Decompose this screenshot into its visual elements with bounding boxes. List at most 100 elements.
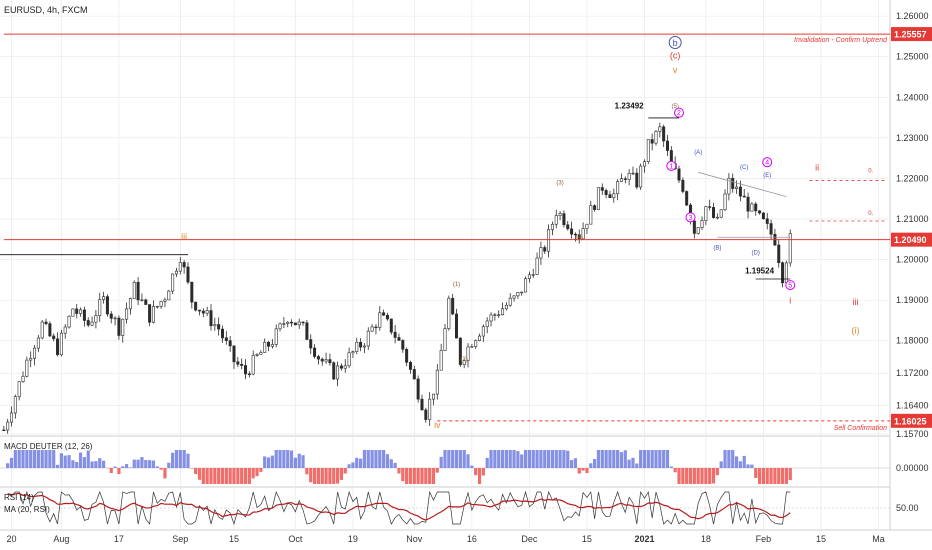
candle-body[interactable] bbox=[132, 282, 136, 299]
candle-body[interactable] bbox=[600, 187, 604, 191]
candle-body[interactable] bbox=[67, 315, 71, 328]
candle-body[interactable] bbox=[596, 187, 600, 210]
candle-body[interactable] bbox=[332, 362, 336, 380]
price-pane[interactable] bbox=[2, 122, 792, 434]
candle-body[interactable] bbox=[696, 227, 700, 234]
candle-body[interactable] bbox=[677, 168, 681, 181]
candle-body[interactable] bbox=[382, 312, 386, 316]
candle-body[interactable] bbox=[554, 215, 558, 225]
candle-body[interactable] bbox=[765, 218, 769, 224]
candle-body[interactable] bbox=[462, 360, 466, 365]
candle-body[interactable] bbox=[715, 216, 719, 219]
candle-body[interactable] bbox=[750, 203, 754, 212]
candle-body[interactable] bbox=[40, 321, 44, 339]
candle-body[interactable] bbox=[408, 362, 412, 370]
candle-body[interactable] bbox=[36, 337, 40, 349]
candle-body[interactable] bbox=[385, 314, 389, 320]
candle-body[interactable] bbox=[455, 313, 459, 339]
candle-body[interactable] bbox=[25, 359, 29, 377]
candle-body[interactable] bbox=[167, 290, 171, 301]
candle-body[interactable] bbox=[316, 356, 320, 360]
candle-body[interactable] bbox=[309, 339, 313, 349]
candle-body[interactable] bbox=[412, 369, 416, 380]
candle-body[interactable] bbox=[416, 378, 420, 400]
candle-body[interactable] bbox=[201, 310, 205, 314]
candle-body[interactable] bbox=[236, 361, 240, 365]
candle-body[interactable] bbox=[493, 314, 497, 316]
candle-body[interactable] bbox=[435, 369, 439, 395]
candle-body[interactable] bbox=[267, 341, 271, 347]
candle-body[interactable] bbox=[501, 308, 505, 316]
candle-body[interactable] bbox=[190, 281, 194, 303]
candle-body[interactable] bbox=[140, 299, 144, 301]
candle-body[interactable] bbox=[577, 234, 581, 240]
candle-body[interactable] bbox=[155, 305, 159, 308]
candle-body[interactable] bbox=[539, 247, 543, 259]
candle-body[interactable] bbox=[639, 165, 643, 188]
macd-pane[interactable] bbox=[0, 450, 890, 484]
candle-body[interactable] bbox=[86, 320, 90, 326]
candle-body[interactable] bbox=[608, 194, 612, 199]
candle-body[interactable] bbox=[723, 193, 727, 211]
candle-body[interactable] bbox=[159, 300, 163, 307]
candle-body[interactable] bbox=[424, 409, 428, 420]
candle-body[interactable] bbox=[240, 363, 244, 366]
candle-body[interactable] bbox=[570, 228, 574, 235]
candle-body[interactable] bbox=[781, 262, 785, 284]
candle-body[interactable] bbox=[389, 318, 393, 333]
candle-body[interactable] bbox=[520, 291, 524, 294]
candle-body[interactable] bbox=[727, 178, 731, 195]
candle-body[interactable] bbox=[700, 220, 704, 228]
candle-body[interactable] bbox=[547, 229, 551, 252]
candle-body[interactable] bbox=[761, 212, 765, 220]
candle-body[interactable] bbox=[44, 321, 48, 324]
candle-body[interactable] bbox=[259, 352, 263, 355]
candle-body[interactable] bbox=[52, 335, 56, 340]
candle-body[interactable] bbox=[420, 398, 424, 411]
candle-body[interactable] bbox=[470, 346, 474, 348]
candle-body[interactable] bbox=[105, 296, 109, 315]
candle-body[interactable] bbox=[393, 331, 397, 338]
candle-body[interactable] bbox=[255, 354, 259, 356]
candle-body[interactable] bbox=[270, 344, 274, 347]
candle-body[interactable] bbox=[125, 308, 129, 320]
candle-body[interactable] bbox=[531, 274, 535, 276]
candle-body[interactable] bbox=[738, 186, 742, 197]
candle-body[interactable] bbox=[481, 326, 485, 337]
candle-body[interactable] bbox=[228, 340, 232, 347]
candle-body[interactable] bbox=[443, 328, 447, 351]
candle-body[interactable] bbox=[117, 317, 121, 336]
candle-body[interactable] bbox=[151, 306, 155, 323]
candle-body[interactable] bbox=[136, 282, 140, 301]
candle-body[interactable] bbox=[439, 350, 443, 371]
candle-body[interactable] bbox=[665, 140, 669, 151]
candle-body[interactable] bbox=[581, 228, 585, 240]
candle-body[interactable] bbox=[63, 326, 67, 334]
candle-body[interactable] bbox=[662, 126, 666, 142]
candle-body[interactable] bbox=[13, 396, 17, 414]
candle-body[interactable] bbox=[339, 365, 343, 369]
candle-body[interactable] bbox=[197, 309, 201, 312]
candle-body[interactable] bbox=[247, 373, 251, 376]
candle-body[interactable] bbox=[313, 347, 317, 357]
candle-body[interactable] bbox=[573, 233, 577, 236]
candle-body[interactable] bbox=[213, 324, 217, 327]
candle-body[interactable] bbox=[82, 309, 86, 321]
candle-body[interactable] bbox=[33, 347, 37, 359]
candle-body[interactable] bbox=[685, 191, 689, 206]
candle-body[interactable] bbox=[474, 340, 478, 347]
candle-body[interactable] bbox=[144, 299, 148, 305]
candle-body[interactable] bbox=[102, 296, 106, 300]
candle-body[interactable] bbox=[347, 352, 351, 367]
candle-body[interactable] bbox=[362, 345, 366, 348]
candle-body[interactable] bbox=[174, 270, 178, 275]
candle-body[interactable] bbox=[351, 351, 355, 354]
candle-body[interactable] bbox=[631, 172, 635, 175]
candle-body[interactable] bbox=[263, 341, 267, 353]
candle-body[interactable] bbox=[485, 320, 489, 328]
candle-body[interactable] bbox=[320, 358, 324, 362]
candle-body[interactable] bbox=[297, 321, 301, 326]
candle-body[interactable] bbox=[209, 310, 213, 327]
candle-body[interactable] bbox=[186, 266, 190, 283]
